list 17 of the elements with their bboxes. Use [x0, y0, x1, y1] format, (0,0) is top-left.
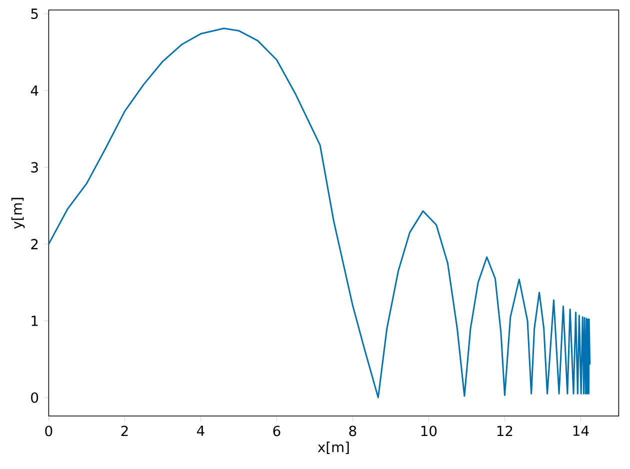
y-tick-label: 4 — [30, 86, 38, 96]
x-tick-label: 12 — [497, 426, 512, 436]
y-tick-label: 3 — [31, 162, 38, 173]
y-axis-title: y[m] — [11, 198, 25, 229]
x-tick-label: 6 — [273, 426, 280, 436]
x-tick-label: 2 — [121, 426, 128, 436]
y-tick-label: 5 — [31, 8, 38, 19]
x-tick-label: 0 — [45, 426, 52, 436]
y-tick-label: 2 — [31, 238, 38, 250]
x-tick-label: 4 — [196, 426, 204, 436]
line-series — [48, 28, 591, 398]
y-tick-label: 0 — [31, 392, 38, 403]
x-tick-label: 10 — [421, 426, 437, 436]
x-axis-title: x[m] — [318, 442, 349, 454]
x-tick-label: 8 — [349, 426, 356, 436]
y-tick-label: 1 — [32, 316, 38, 326]
x-tick-label: 14 — [573, 426, 589, 436]
